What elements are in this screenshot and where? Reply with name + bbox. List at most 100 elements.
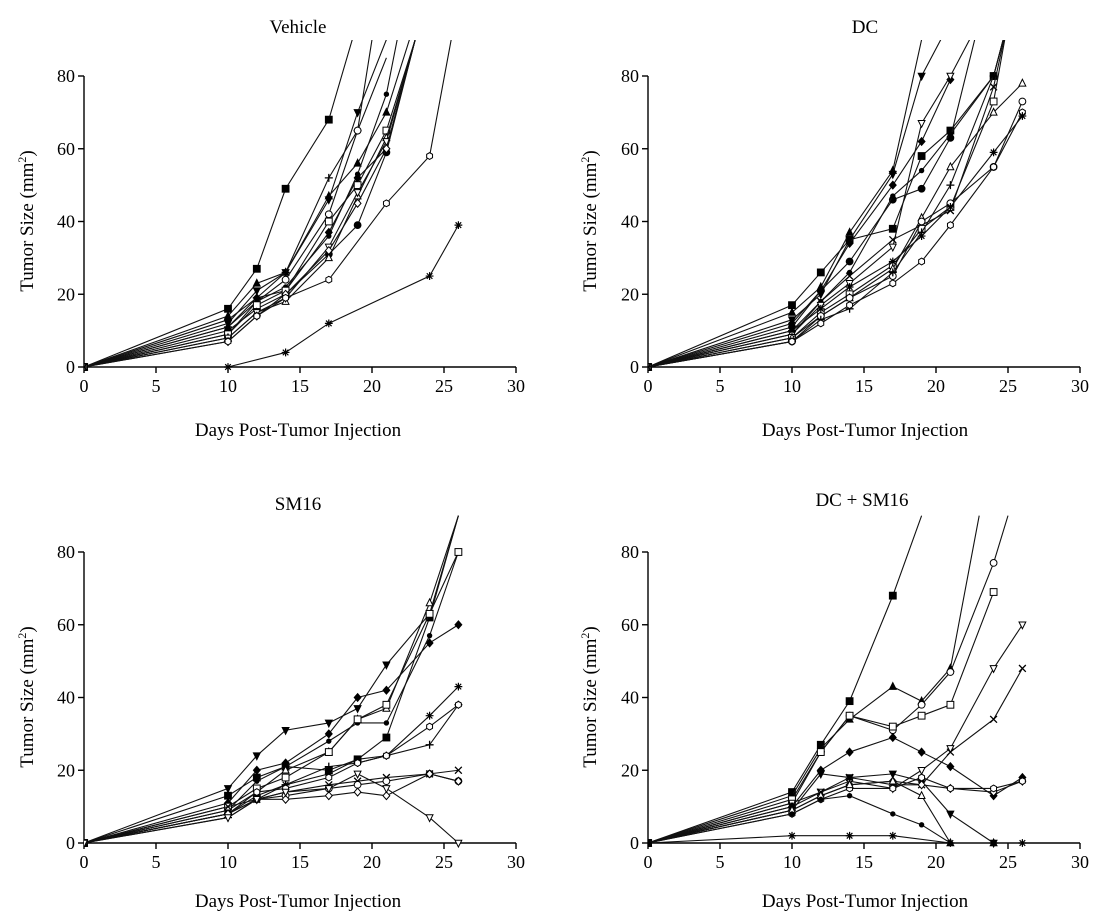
data-point-triangle-down-filled [324, 196, 334, 205]
data-point-triangle-down-open [382, 785, 391, 794]
series-line [648, 591, 995, 844]
data-point-diamond-filled [845, 238, 854, 248]
data-point-dot [254, 778, 260, 784]
data-point-asterisk [917, 232, 926, 240]
data-point-asterisk [989, 148, 998, 157]
data-point-hexagon-open [454, 700, 462, 709]
series-9 [648, 776, 1027, 848]
series-line [648, 82, 1023, 368]
data-point-dot [383, 720, 390, 726]
data-point-asterisk [788, 831, 796, 840]
x-tick-label: 25 [435, 376, 453, 396]
data-point-square-open [353, 181, 362, 190]
data-point-square-open [454, 548, 463, 556]
x-tick-label: 15 [855, 376, 873, 396]
series-group [84, 40, 463, 371]
series-1 [648, 515, 923, 847]
data-point-square-filled [845, 697, 854, 706]
data-point-circle-open [324, 210, 333, 219]
y-tick-label: 80 [621, 66, 639, 86]
data-point-square-filled [917, 152, 926, 160]
series-line [648, 515, 923, 844]
series-10 [648, 78, 1027, 371]
y-tick-label: 80 [57, 66, 75, 86]
data-point-x [1018, 664, 1027, 673]
y-axis-label-end: ) [17, 150, 38, 156]
data-point-hexagon-open [946, 784, 954, 793]
y-axis-label-superscript: 2 [578, 633, 592, 639]
data-point-triangle-up-open [1018, 78, 1027, 87]
data-point-triangle-down-filled [845, 774, 854, 783]
series-3 [648, 40, 942, 371]
data-point-triangle-down-open [917, 766, 926, 776]
data-point-circle-open [845, 293, 854, 302]
data-point-plus [888, 268, 897, 277]
data-point-triangle-down-filled [281, 726, 290, 736]
data-point-triangle-down-filled [382, 661, 391, 670]
data-point-square-open [324, 217, 333, 226]
data-point-circle-open [353, 780, 362, 789]
data-point-hexagon-open [918, 257, 926, 266]
series-6 [84, 548, 463, 847]
panel-title: DC [852, 17, 878, 38]
series-13 [648, 831, 1027, 847]
y-tick-label: 80 [621, 542, 639, 562]
data-point-diamond-filled [324, 729, 333, 739]
data-point-hexagon-open [846, 301, 854, 310]
data-point-hexagon-open [990, 162, 998, 171]
y-axis-label: Tumor Size (mm2) [15, 626, 38, 767]
data-point-triangle-down-open [1018, 621, 1027, 630]
data-point-square-open [989, 588, 998, 596]
data-point-triangle-up-open [917, 790, 926, 800]
series-line [84, 624, 459, 844]
y-tick-label: 40 [621, 212, 639, 232]
series-line [84, 40, 416, 368]
data-point-diamond-filled [252, 765, 261, 775]
data-point-diamond-open [324, 245, 333, 256]
data-point-asterisk [888, 831, 897, 840]
data-point-triangle-down-filled [888, 170, 898, 180]
y-axis-label-end: ) [580, 626, 601, 632]
data-point-plus [946, 181, 955, 190]
series-6 [648, 664, 1027, 847]
series-13 [84, 40, 452, 371]
data-point-triangle-down-filled [252, 287, 262, 296]
data-point-hexagon-open [382, 751, 390, 760]
panel-sm16: SM16 Tumor Size (mm2) Days Post-Tumor In… [15, 494, 525, 912]
series-line [84, 40, 452, 368]
data-point-circle-filled [845, 257, 854, 266]
data-point-diamond-open [382, 144, 391, 154]
data-point-asterisk [816, 304, 825, 313]
data-point-triangle-down-filled [223, 785, 233, 794]
data-point-square-open [281, 773, 290, 782]
series-8 [648, 40, 971, 371]
data-point-diamond-filled [353, 692, 362, 703]
series-line [84, 40, 416, 368]
series-4 [84, 57, 387, 371]
data-point-triangle-up-filled [252, 278, 262, 287]
y-tick-label: 20 [621, 284, 639, 304]
data-point-square-open [425, 609, 434, 618]
data-point-square-open [382, 700, 391, 709]
y-tick-label: 0 [66, 833, 75, 853]
series-6 [84, 40, 398, 370]
data-point-asterisk [845, 831, 854, 840]
data-point-square-open [324, 748, 333, 756]
data-point-square-open [946, 700, 955, 709]
x-tick-label: 30 [1071, 852, 1089, 872]
data-point-asterisk [281, 348, 290, 357]
y-tick-label: 40 [57, 212, 75, 232]
series-line [648, 40, 976, 368]
x-axis-label: Days Post-Tumor Injection [195, 891, 402, 912]
data-point-asterisk [425, 272, 434, 280]
data-point-triangle-down-filled [353, 109, 362, 118]
series-line [84, 40, 416, 368]
series-13 [84, 770, 463, 848]
series-group [648, 40, 1027, 371]
data-point-square-open [989, 97, 998, 106]
series-4 [84, 549, 462, 846]
x-tick-label: 10 [219, 852, 237, 872]
data-point-diamond-filled [946, 761, 955, 772]
data-point-circle-open [281, 275, 290, 284]
data-point-asterisk [845, 283, 854, 291]
